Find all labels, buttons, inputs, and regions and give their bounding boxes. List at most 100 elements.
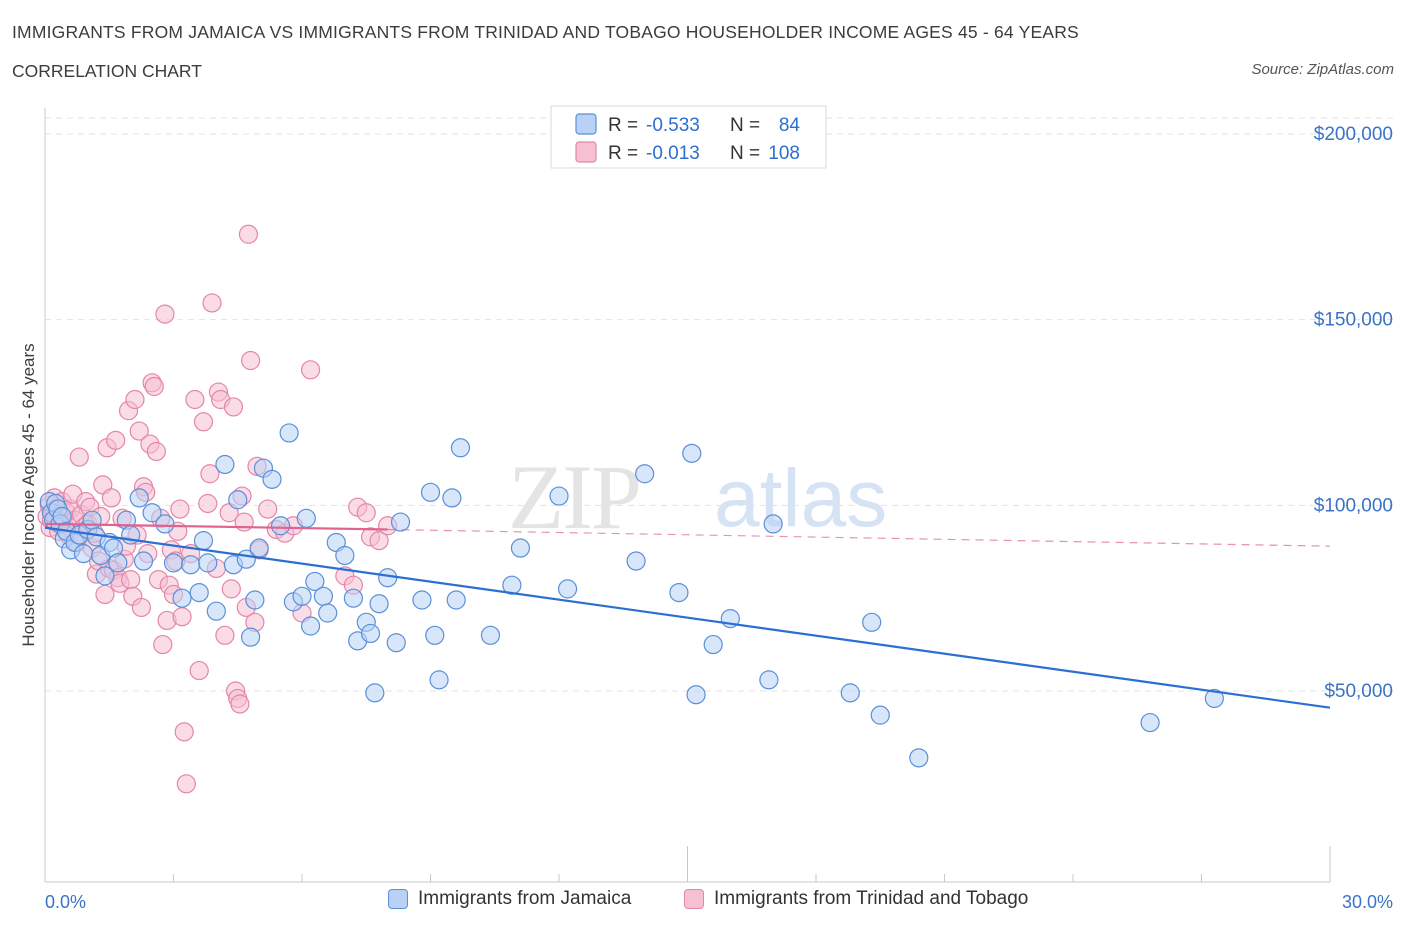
jamaica-point-38 [241, 627, 261, 647]
jamaica-point-63 [412, 590, 432, 610]
trinidad-point-36 [106, 430, 126, 450]
jamaica-point-29 [181, 555, 201, 575]
jamaica-point-26 [155, 514, 175, 534]
jamaica-point-86 [870, 705, 890, 725]
trinidad-point-106 [369, 531, 389, 551]
jamaica-point-33 [206, 601, 226, 621]
trinidad-point-47 [129, 421, 149, 441]
jamaica-point-62 [390, 512, 411, 532]
legend-label-jamaica: Immigrants from Jamaica [418, 888, 632, 909]
jamaica-point-66 [429, 670, 449, 690]
jamaica-point-48 [300, 616, 321, 636]
watermark-zip: ZIP [508, 446, 640, 548]
jamaica-point-27 [163, 553, 184, 573]
jamaica-point-20 [108, 553, 128, 573]
legend-swatch-jamaica [575, 113, 597, 135]
jamaica-point-54 [343, 588, 363, 608]
jamaica-point-36 [228, 490, 248, 510]
watermark: ZIP atlas [508, 446, 887, 548]
trinidad-point-86 [230, 694, 250, 714]
jamaica-point-23 [129, 488, 149, 508]
jamaica-point-47 [296, 508, 316, 528]
chart-title: IMMIGRANTS FROM JAMAICA VS IMMIGRANTS FR… [12, 22, 1079, 42]
jamaica-point-83 [763, 514, 783, 534]
jamaica-point-77 [669, 582, 689, 603]
trend-line-trinidad [44, 522, 388, 531]
jamaica-point-71 [502, 575, 522, 595]
trinidad-point-91 [241, 350, 261, 371]
trinidad-point-104 [356, 503, 376, 523]
y-tick-label-0: $50,000 [1324, 681, 1393, 702]
jamaica-point-24 [133, 551, 154, 571]
jamaica-point-89 [1204, 688, 1224, 709]
jamaica-point-67 [442, 488, 462, 508]
legend-n-value-jamaica: 84 [779, 115, 801, 136]
trinidad-point-88 [234, 512, 254, 532]
source-label: Source: ZipAtlas.com [1251, 61, 1394, 78]
trinidad-point-34 [101, 488, 121, 508]
trinidad-point-55 [146, 441, 166, 462]
trinidad-point-74 [198, 493, 218, 514]
jamaica-point-70 [480, 625, 501, 645]
trinidad-point-73 [193, 412, 214, 432]
trinidad-point-31 [95, 584, 115, 605]
jamaica-point-57 [360, 623, 381, 644]
chart-subtitle: CORRELATION CHART [12, 61, 202, 81]
legend-swatch-trinidad [575, 141, 597, 163]
trend-line-trinidad-extension [387, 528, 1331, 547]
jamaica-point-53 [335, 545, 355, 566]
jamaica-point-30 [189, 582, 209, 603]
trinidad-point-45 [125, 389, 145, 410]
y-tick-label-1: $100,000 [1314, 495, 1393, 516]
x-tick-label-end: 30.0% [1342, 892, 1393, 912]
series-trinidad-points [37, 224, 398, 794]
legend-r-value-trinidad: -0.013 [646, 143, 700, 164]
jamaica-point-50 [313, 586, 334, 606]
jamaica-point-79 [686, 685, 706, 705]
jamaica-point-72 [510, 538, 531, 558]
legend-n-label-jamaica: N = [730, 115, 765, 136]
stats-legend: R = -0.533 N = 84 R = -0.013 N = 108 [550, 105, 827, 169]
jamaica-point-75 [626, 551, 646, 571]
jamaica-point-65 [425, 625, 445, 645]
trinidad-point-67 [172, 607, 192, 627]
jamaica-point-78 [682, 443, 702, 463]
jamaica-point-14 [82, 510, 102, 530]
trinidad-point-95 [258, 499, 278, 519]
jamaica-point-64 [420, 482, 441, 502]
jamaica-point-61 [386, 633, 406, 653]
jamaica-point-46 [292, 586, 312, 606]
trend-line-jamaica [44, 526, 1331, 709]
jamaica-point-32 [198, 553, 218, 573]
jamaica-point-80 [703, 634, 723, 655]
trinidad-point-66 [170, 499, 190, 519]
jamaica-point-49 [305, 571, 325, 592]
legend-n-value-trinidad: 108 [768, 143, 800, 164]
watermark-atlas: atlas [714, 453, 887, 544]
jamaica-point-39 [245, 590, 265, 610]
y-tick-label-3: $200,000 [1314, 124, 1393, 145]
jamaica-point-84 [840, 683, 860, 703]
jamaica-point-34 [215, 454, 235, 475]
trinidad-point-82 [221, 579, 241, 599]
legend-r-value-jamaica: -0.533 [646, 115, 700, 136]
y-axis-label: Householder Income Ages 45 - 64 years [19, 343, 38, 646]
trinidad-point-100 [300, 360, 321, 380]
jamaica-point-28 [172, 588, 192, 608]
jamaica-point-44 [279, 423, 299, 443]
jamaica-point-87 [909, 748, 929, 768]
jamaica-point-42 [262, 469, 282, 489]
jamaica-point-25 [142, 503, 162, 523]
trinidad-point-75 [200, 464, 220, 484]
trinidad-point-69 [176, 774, 196, 794]
trinidad-point-83 [223, 397, 244, 417]
legend-swatch-pink [684, 889, 704, 909]
jamaica-point-68 [446, 590, 466, 610]
jamaica-point-58 [365, 683, 385, 703]
trinidad-point-48 [131, 597, 151, 618]
jamaica-point-59 [369, 594, 389, 614]
x-tick-label-start: 0.0% [45, 892, 86, 912]
trinidad-point-54 [144, 376, 164, 397]
legend-item-jamaica: Immigrants from Jamaica [388, 888, 631, 910]
trinidad-point-19 [69, 447, 89, 467]
